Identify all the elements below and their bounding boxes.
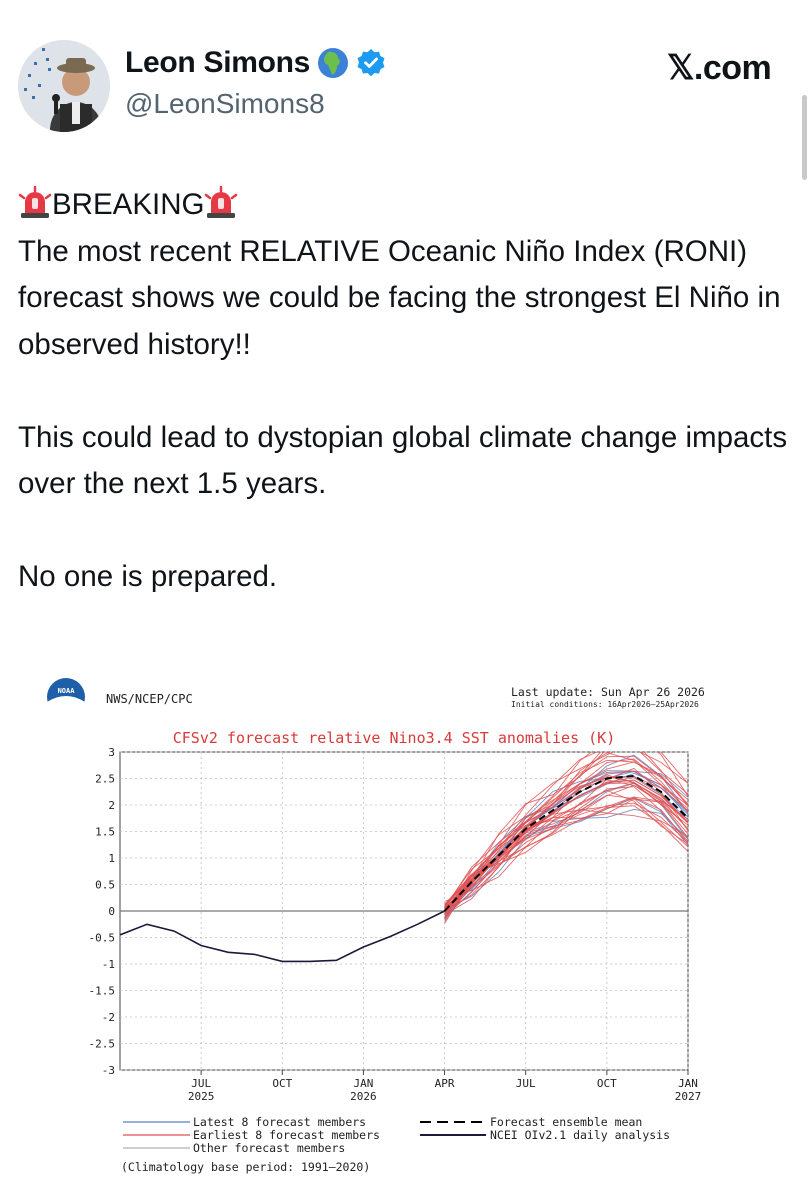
last-update: Last update: Sun Apr 26 2026	[511, 685, 705, 699]
noaa-logo-text: NOAA	[58, 687, 76, 695]
legend-earliest: Earliest 8 forecast members	[193, 1128, 380, 1142]
tweet-text: BREAKING The most recent RELATIVE Oceani…	[18, 182, 798, 601]
ensemble-member-line	[444, 784, 688, 919]
ensemble-member-line	[444, 752, 688, 920]
y-tick-label: -2	[102, 1011, 115, 1024]
tweet-paragraph-2: This could lead to dystopian global clim…	[18, 420, 788, 501]
initial-conditions: Initial conditions: 16Apr2026–25Apr2026	[511, 700, 699, 709]
avatar-image	[18, 40, 110, 132]
author-handle[interactable]: @LeonSimons8	[125, 88, 325, 119]
ensemble-member-line	[444, 808, 688, 911]
y-tick-label: 0	[108, 905, 115, 918]
tweet-paragraph-1: The most recent RELATIVE Oceanic Niño In…	[18, 234, 781, 361]
ensemble-member-line	[444, 786, 688, 915]
attached-chart-image[interactable]: NOAA NWS/NCEP/CPC Last update: Sun Apr 2…	[28, 660, 788, 1190]
legend-mean: Forecast ensemble mean	[490, 1115, 642, 1129]
ensemble-member-line	[444, 752, 688, 908]
globe-africa-icon	[318, 48, 349, 78]
ensemble-member-line	[444, 796, 688, 917]
x-tick-label: JUL	[516, 1077, 536, 1090]
x-tick-label: OCT	[597, 1077, 617, 1090]
ensemble-mean-line	[443, 774, 689, 912]
y-tick-label: 1	[108, 852, 115, 865]
ensemble-member-line	[444, 759, 688, 908]
y-tick-label: -3	[102, 1064, 115, 1077]
x-tick-label: OCT	[272, 1077, 292, 1090]
nino-forecast-chart: NOAA NWS/NCEP/CPC Last update: Sun Apr 2…	[47, 678, 705, 1174]
ensemble-member-line	[444, 761, 688, 914]
x-tick-year: 2026	[350, 1090, 377, 1103]
x-tick-label: APR	[435, 1077, 455, 1090]
author-name-row[interactable]: Leon Simons	[125, 46, 386, 80]
analysis-line	[119, 910, 445, 963]
climatology-note: (Climatology base period: 1991–2020)	[121, 1160, 370, 1174]
x-tick-year: 2025	[188, 1090, 215, 1103]
y-tick-label: -1.5	[89, 985, 116, 998]
y-tick-label: 0.5	[95, 879, 115, 892]
ensemble-member-line	[444, 755, 688, 912]
x-tick-label: JUL	[191, 1077, 211, 1090]
ensemble-member-line	[444, 798, 688, 916]
x-tick-year: 2027	[675, 1090, 702, 1103]
x-com-link[interactable]: 𝕏.com	[667, 49, 772, 87]
avatar[interactable]	[18, 40, 110, 132]
ensemble-member-line	[444, 767, 688, 922]
legend-analysis: NCEI OIv2.1 daily analysis	[490, 1128, 670, 1142]
verified-badge-icon	[357, 49, 385, 77]
y-tick-label: 2.5	[95, 773, 115, 786]
y-tick-label: -1	[102, 958, 115, 971]
scrollbar[interactable]	[802, 95, 807, 180]
y-tick-label: 2	[108, 799, 115, 812]
chart-title: CFSv2 forecast relative Nino3.4 SST anom…	[173, 729, 616, 747]
x-tick-label: JAN	[353, 1077, 373, 1090]
rotating-light-icon	[205, 186, 238, 218]
x-tick-label: JAN	[678, 1077, 698, 1090]
noaa-logo: NOAA	[47, 678, 85, 721]
ensemble-member-line	[444, 752, 688, 909]
ensemble-member-line	[444, 805, 688, 912]
ensemble-members	[444, 752, 688, 924]
breaking-line: BREAKING	[18, 182, 798, 229]
y-tick-label: -0.5	[89, 932, 116, 945]
author-name[interactable]: Leon Simons	[125, 46, 311, 79]
y-tick-label: -2.5	[89, 1038, 116, 1051]
legend-latest: Latest 8 forecast members	[193, 1115, 366, 1129]
legend-other: Other forecast members	[193, 1141, 345, 1155]
ensemble-member-line	[444, 752, 688, 924]
ensemble-member-line	[444, 809, 688, 902]
y-tick-label: 3	[108, 746, 115, 759]
source-label: NWS/NCEP/CPC	[106, 692, 193, 706]
tweet-paragraph-3: No one is prepared.	[18, 560, 278, 593]
rotating-light-icon	[18, 186, 52, 218]
breaking-label: BREAKING	[52, 188, 205, 221]
y-tick-label: 1.5	[95, 826, 115, 839]
legend: Latest 8 forecast members Earliest 8 for…	[121, 1115, 670, 1174]
